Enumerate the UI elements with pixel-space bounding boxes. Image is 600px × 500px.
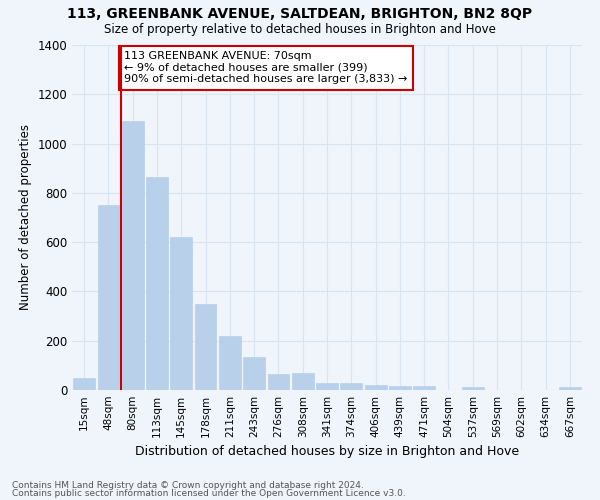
Bar: [413, 386, 435, 390]
Bar: [146, 177, 168, 390]
Bar: [462, 387, 484, 390]
Y-axis label: Number of detached properties: Number of detached properties: [19, 124, 32, 310]
Bar: [365, 384, 386, 390]
Bar: [340, 382, 362, 390]
Bar: [559, 387, 581, 390]
Bar: [316, 382, 338, 390]
Bar: [170, 237, 192, 390]
Bar: [292, 373, 314, 390]
Bar: [194, 304, 217, 390]
Text: 113 GREENBANK AVENUE: 70sqm
← 9% of detached houses are smaller (399)
90% of sem: 113 GREENBANK AVENUE: 70sqm ← 9% of deta…: [124, 51, 407, 84]
X-axis label: Distribution of detached houses by size in Brighton and Hove: Distribution of detached houses by size …: [135, 446, 519, 458]
Bar: [219, 336, 241, 390]
Bar: [97, 205, 119, 390]
Text: Size of property relative to detached houses in Brighton and Hove: Size of property relative to detached ho…: [104, 22, 496, 36]
Bar: [243, 356, 265, 390]
Text: 113, GREENBANK AVENUE, SALTDEAN, BRIGHTON, BN2 8QP: 113, GREENBANK AVENUE, SALTDEAN, BRIGHTO…: [67, 8, 533, 22]
Text: Contains public sector information licensed under the Open Government Licence v3: Contains public sector information licen…: [12, 488, 406, 498]
Bar: [122, 122, 143, 390]
Bar: [389, 386, 411, 390]
Bar: [268, 374, 289, 390]
Bar: [73, 378, 95, 390]
Text: Contains HM Land Registry data © Crown copyright and database right 2024.: Contains HM Land Registry data © Crown c…: [12, 481, 364, 490]
